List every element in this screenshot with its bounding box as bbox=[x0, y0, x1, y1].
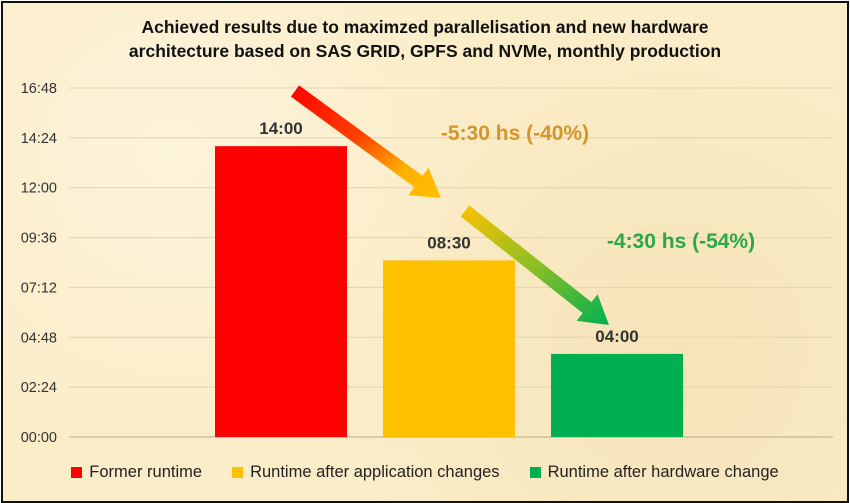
legend-swatch-green bbox=[529, 467, 541, 478]
y-tick-label: 09:36 bbox=[21, 231, 57, 247]
y-tick-label: 02:24 bbox=[21, 380, 57, 396]
bar-chart: 00:00 02:24 04:48 07:12 09:36 12:00 14:24 16:48… bbox=[21, 81, 833, 446]
chart-title-line-2: architecture based on SAS GRID, GPFS and… bbox=[128, 41, 722, 61]
bar bbox=[215, 146, 347, 437]
legend: Former runtime Runtime after application… bbox=[3, 463, 847, 482]
bar bbox=[383, 260, 515, 437]
annotation-label: -5:30 hs (-40%) bbox=[441, 122, 589, 145]
legend-swatch-red bbox=[71, 467, 83, 478]
data-label: 08:30 bbox=[427, 233, 470, 252]
legend-item-former-runtime: Former runtime bbox=[71, 463, 202, 482]
y-tick-label: 12:00 bbox=[21, 181, 57, 197]
legend-item-hardware-change: Runtime after hardware change bbox=[529, 463, 779, 482]
y-tick-label: 04:48 bbox=[21, 330, 57, 346]
chart-title: Achieved results due to maximzed paralle… bbox=[3, 15, 847, 63]
y-tick-label: 14:24 bbox=[21, 131, 57, 147]
legend-label: Runtime after application changes bbox=[250, 463, 500, 481]
arrow-decrease-1 bbox=[290, 85, 441, 198]
bar bbox=[551, 353, 683, 437]
annotation-label: -4:30 hs (-54%) bbox=[607, 230, 755, 253]
legend-item-application-changes: Runtime after application changes bbox=[232, 463, 500, 482]
y-tick-label: 07:12 bbox=[21, 280, 57, 296]
arrow-decrease-2 bbox=[460, 205, 609, 325]
y-tick-label: 16:48 bbox=[21, 81, 57, 97]
data-label: 14:00 bbox=[259, 119, 302, 138]
legend-label: Runtime after hardware change bbox=[547, 463, 779, 481]
legend-label: Former runtime bbox=[89, 463, 203, 481]
legend-swatch-yellow bbox=[232, 467, 244, 478]
data-label: 04:00 bbox=[595, 327, 638, 346]
chart-title-line-1: Achieved results due to maximzed paralle… bbox=[141, 17, 709, 37]
y-tick-label: 00:00 bbox=[21, 430, 57, 446]
